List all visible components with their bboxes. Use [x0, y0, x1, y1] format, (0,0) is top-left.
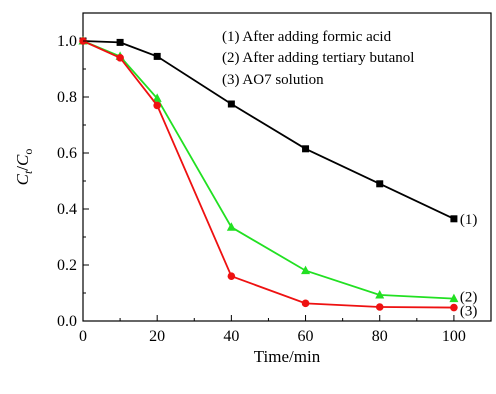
y-tick-label: 0.0 [57, 313, 77, 330]
data-point [449, 293, 459, 303]
y-tick-label: 0.4 [57, 201, 77, 218]
data-point [301, 265, 311, 275]
data-point [116, 38, 124, 46]
series-line-1 [82, 40, 455, 220]
data-point [450, 215, 458, 223]
x-tick-label: 100 [442, 328, 466, 345]
data-point [301, 299, 310, 308]
series-end-label-2: (2) [460, 290, 478, 306]
y-axis-label: Ct/Co [13, 149, 35, 186]
plot-frame [82, 12, 492, 322]
y-label-c1: C [13, 173, 32, 185]
data-point [227, 272, 236, 281]
data-point [450, 303, 458, 312]
data-point [302, 145, 310, 153]
data-point [375, 303, 384, 311]
y-tick-label: 1.0 [57, 33, 77, 50]
data-point [153, 52, 161, 60]
x-tick-label: 40 [223, 328, 239, 345]
x-tick-label: 60 [298, 328, 314, 345]
series-end-label-1: (1) [460, 212, 478, 228]
legend: (1) After adding formic acid (2) After a… [222, 29, 414, 88]
x-tick-label: 0 [79, 328, 87, 345]
x-tick-label: 20 [149, 328, 165, 345]
y-label-sub-t: t [21, 170, 35, 174]
data-point [227, 100, 235, 108]
data-point [152, 93, 162, 102]
series-end-label-3: (3) [460, 304, 478, 320]
y-label-sub-o: o [21, 149, 35, 155]
y-tick-label: 0.8 [57, 89, 77, 106]
x-tick-label: 80 [372, 328, 388, 345]
legend-entry-2: (2) After adding tertiary butanol [222, 50, 414, 66]
data-point [226, 222, 236, 231]
legend-entry-3: (3) AO7 solution [222, 72, 324, 88]
y-tick-label: 0.6 [57, 145, 77, 162]
data-point [375, 289, 385, 299]
data-point [116, 54, 124, 62]
y-label-c2: C [13, 154, 32, 166]
data-point [153, 101, 161, 110]
x-axis-label: Time/min [254, 347, 321, 366]
legend-entry-1: (1) After adding formic acid [222, 29, 392, 45]
y-tick-label: 0.2 [57, 257, 77, 274]
y-label-slash: / [13, 166, 32, 171]
data-point [376, 180, 384, 188]
